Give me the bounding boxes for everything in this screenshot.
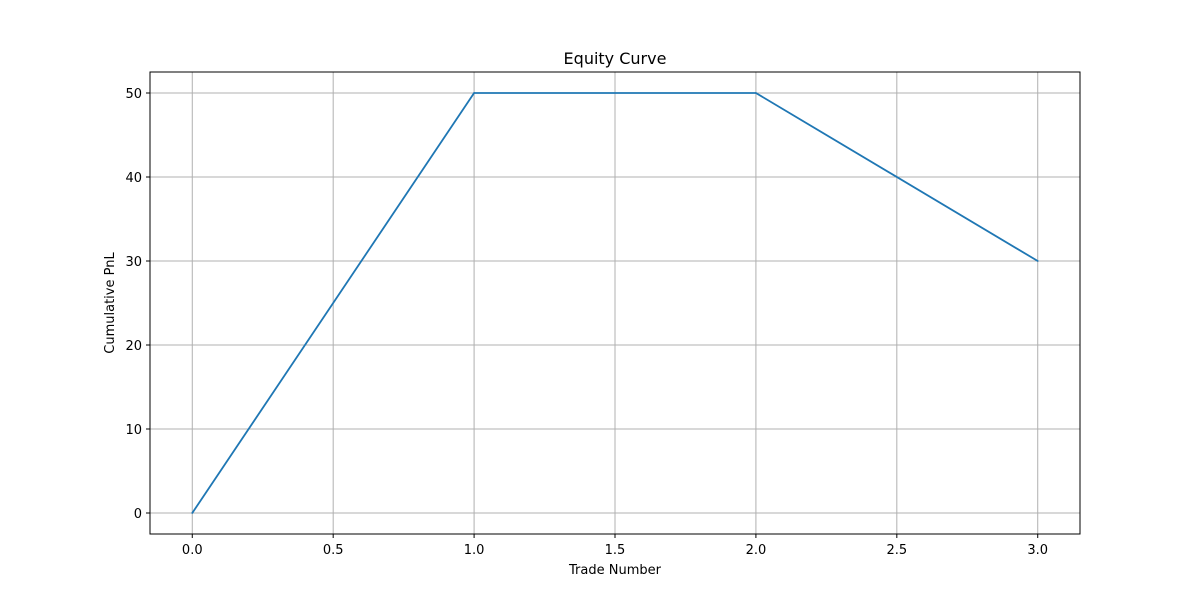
- series-layer: [191, 92, 1039, 514]
- x-tick-label: 0.5: [323, 543, 344, 558]
- equity-point: [191, 512, 194, 514]
- y-tick-label: 10: [125, 423, 142, 438]
- equity-line: [191, 92, 1039, 514]
- x-axis-ticks: 0.0 0.5 1.0 1.5 2.0 2.5 3.0: [182, 534, 1048, 558]
- x-tick-label: 0.0: [182, 543, 203, 558]
- x-tick-label: 2.0: [746, 543, 767, 558]
- chart-title: Equity Curve: [564, 49, 667, 68]
- x-tick-label: 3.0: [1027, 543, 1048, 558]
- y-tick-label: 0: [134, 507, 142, 522]
- equity-point: [473, 92, 475, 94]
- equity-point: [755, 92, 757, 94]
- x-tick-label: 2.5: [886, 543, 907, 558]
- y-tick-label: 50: [125, 87, 142, 102]
- x-axis-label: Trade Number: [568, 563, 662, 578]
- y-tick-label: 40: [125, 171, 142, 186]
- equity-point: [1036, 260, 1039, 262]
- x-tick-label: 1.5: [605, 543, 626, 558]
- y-axis-ticks: 0 10 20 30 40 50: [125, 87, 150, 522]
- y-axis-label: Cumulative PnL: [103, 252, 118, 354]
- y-tick-label: 30: [125, 255, 142, 270]
- y-tick-label: 20: [125, 339, 142, 354]
- x-tick-label: 1.0: [464, 543, 485, 558]
